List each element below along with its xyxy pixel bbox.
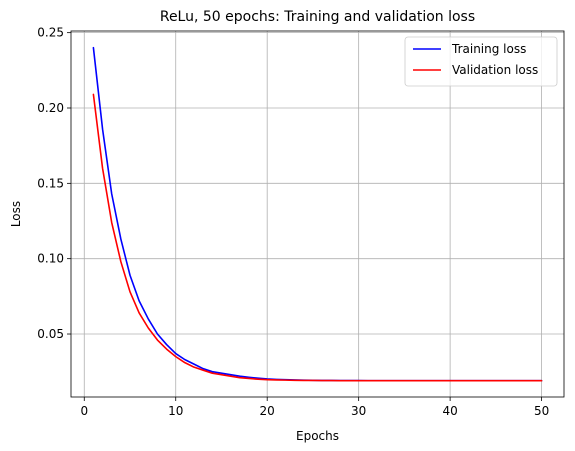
chart-title: ReLu, 50 epochs: Training and validation… — [160, 9, 475, 25]
y-axis-label: Loss — [9, 201, 23, 227]
x-axis-label: Epochs — [296, 429, 339, 443]
x-tick-label: 0 — [80, 404, 88, 418]
x-tick-label: 20 — [260, 404, 275, 418]
y-tick-label: 0.15 — [37, 176, 64, 190]
legend-label-training-loss: Training loss — [451, 42, 526, 56]
legend-label-validation-loss: Validation loss — [452, 63, 538, 77]
x-tick-label: 40 — [442, 404, 457, 418]
legend: Training loss Validation loss — [405, 37, 557, 86]
y-tick-label: 0.10 — [37, 252, 64, 266]
y-tick-label: 0.25 — [37, 26, 64, 40]
y-tick-label: 0.20 — [37, 101, 64, 115]
x-tick-label: 50 — [534, 404, 549, 418]
x-tick-label: 30 — [351, 404, 366, 418]
x-tick-label: 10 — [168, 404, 183, 418]
y-tick-label: 0.05 — [37, 327, 64, 341]
